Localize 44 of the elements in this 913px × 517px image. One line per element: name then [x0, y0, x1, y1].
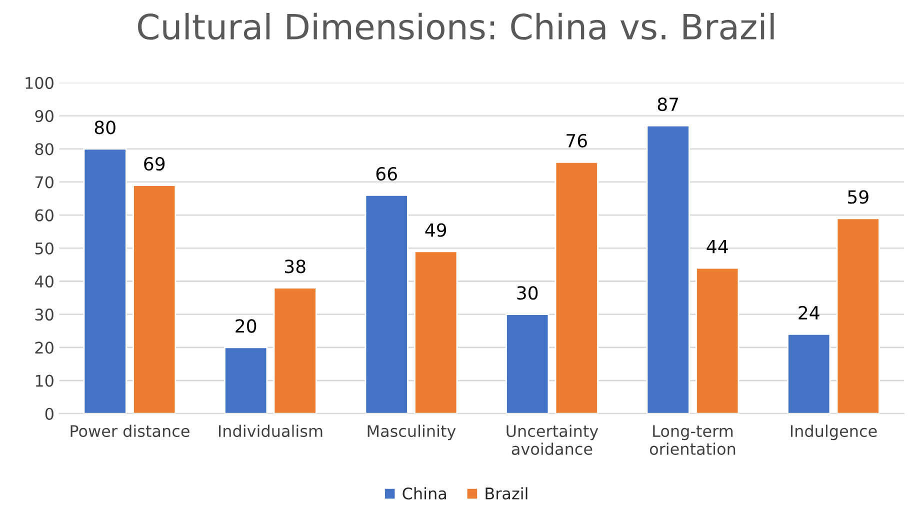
x-tick-label: Masculinity — [368, 424, 456, 440]
y-tick-label: 80 — [35, 143, 54, 156]
y-tick-label: 20 — [35, 342, 54, 354]
x-tick-label: Indulgence — [790, 424, 877, 440]
bar — [132, 184, 176, 414]
bar — [83, 148, 127, 414]
bar — [273, 287, 317, 414]
data-label: 30 — [517, 286, 538, 300]
y-tick-label: 50 — [35, 242, 54, 254]
data-label: 20 — [236, 319, 256, 333]
legend-label: Brazil — [486, 487, 528, 500]
data-label: 38 — [284, 260, 306, 274]
bar — [696, 267, 740, 414]
data-label: 44 — [706, 240, 728, 254]
bar — [554, 161, 598, 414]
data-label: 80 — [94, 120, 116, 134]
data-label: 24 — [798, 306, 820, 320]
y-tick-label: 40 — [34, 275, 54, 288]
legend-label: China — [402, 487, 446, 500]
x-tick-label: Individualism — [218, 424, 322, 438]
x-tick-label: Uncertainty avoidance — [506, 424, 598, 455]
y-tick-label: 60 — [35, 209, 54, 222]
data-label: 87 — [658, 97, 678, 112]
y-tick-label: 0 — [45, 408, 54, 420]
bar — [224, 346, 268, 414]
x-tick-label: Power distance — [70, 424, 190, 438]
y-tick-label: 10 — [36, 374, 54, 387]
data-label: 59 — [848, 190, 868, 204]
bar — [414, 250, 458, 414]
y-tick-label: 100 — [26, 76, 54, 90]
data-label: 76 — [566, 134, 587, 148]
y-tick-label: 90 — [35, 110, 54, 122]
data-label: 69 — [144, 157, 165, 171]
bar — [364, 194, 408, 414]
data-label: 49 — [425, 223, 446, 237]
x-tick-label: Long-term orientation — [650, 425, 736, 455]
bar — [787, 333, 831, 414]
chart-title: Cultural Dimensions: China vs. Brazil — [138, 12, 774, 40]
y-tick-label: 70 — [35, 176, 54, 188]
data-label: 66 — [376, 166, 397, 181]
bar — [646, 125, 690, 414]
bar — [836, 218, 880, 414]
bar — [506, 314, 550, 414]
y-tick-label: 30 — [35, 308, 54, 321]
